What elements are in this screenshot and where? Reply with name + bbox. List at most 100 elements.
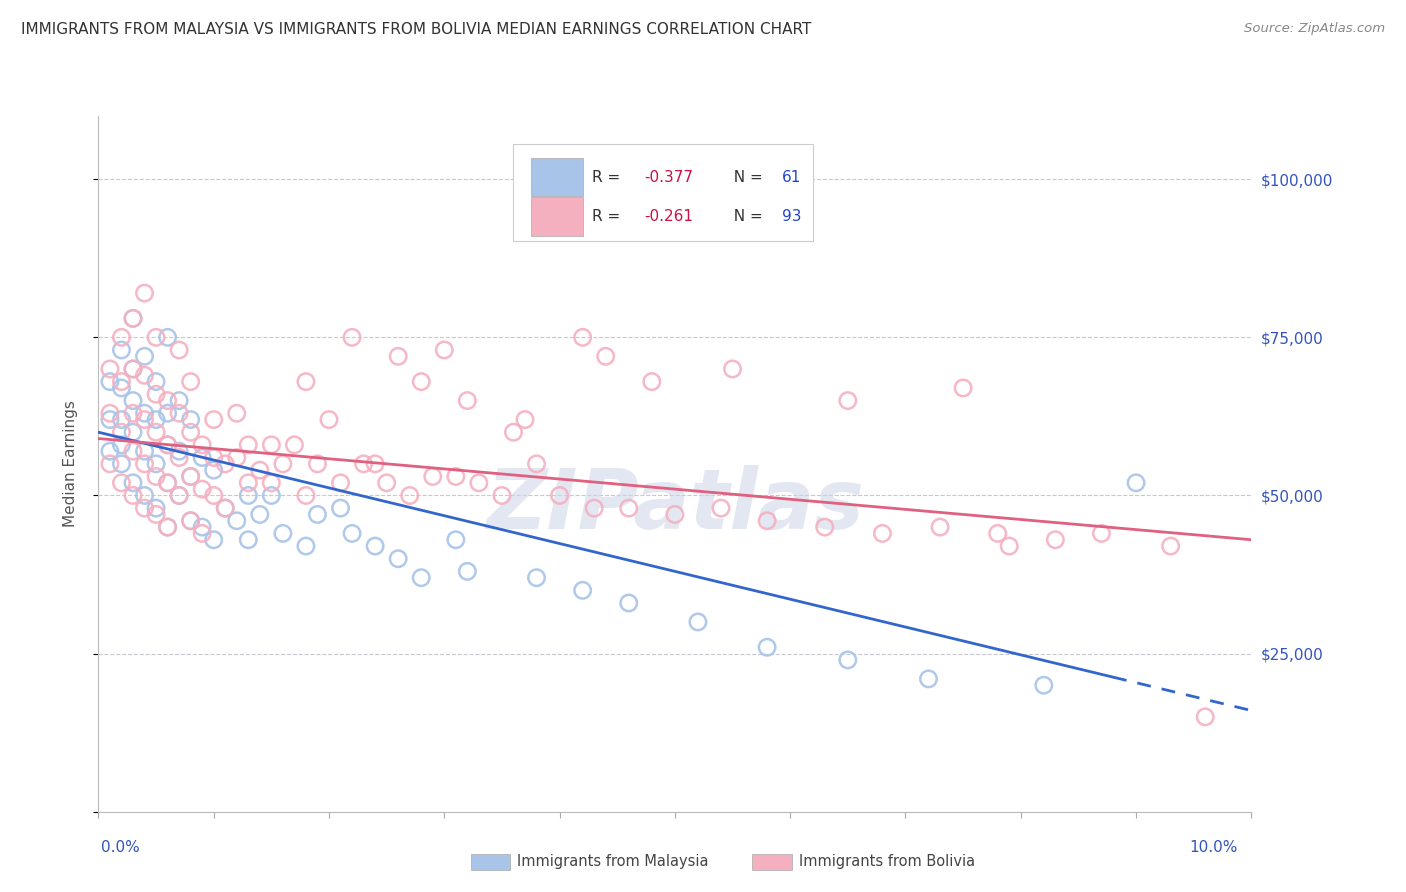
Point: [295, 539, 318, 553]
Point: [513, 412, 536, 426]
Point: [998, 539, 1021, 553]
Point: [134, 501, 156, 516]
Point: [134, 286, 156, 301]
Point: [249, 508, 271, 522]
Point: [814, 520, 837, 534]
Text: Source: ZipAtlas.com: Source: ZipAtlas.com: [1244, 22, 1385, 36]
Text: R =: R =: [592, 210, 626, 225]
Point: [156, 475, 179, 490]
Point: [271, 526, 294, 541]
Point: [167, 450, 190, 465]
Point: [145, 375, 167, 389]
Point: [917, 672, 939, 686]
Point: [110, 343, 132, 357]
Point: [167, 444, 190, 458]
Point: [364, 539, 387, 553]
Point: [641, 375, 664, 389]
Point: [134, 406, 156, 420]
Point: [134, 488, 156, 502]
Point: [271, 457, 294, 471]
Point: [202, 533, 225, 547]
Point: [571, 583, 593, 598]
Point: [340, 526, 363, 541]
Point: [134, 412, 156, 426]
Point: [307, 508, 329, 522]
Point: [134, 349, 156, 363]
Point: [238, 533, 260, 547]
Point: [202, 412, 225, 426]
Point: [422, 469, 444, 483]
Point: [329, 501, 352, 516]
Point: [145, 387, 167, 401]
Point: [191, 526, 214, 541]
Point: [122, 425, 145, 440]
Point: [145, 457, 167, 471]
Point: [433, 343, 456, 357]
FancyBboxPatch shape: [531, 158, 582, 196]
Point: [180, 425, 202, 440]
Point: [526, 457, 548, 471]
Point: [98, 406, 121, 420]
Point: [180, 412, 202, 426]
Point: [122, 362, 145, 376]
Point: [664, 508, 686, 522]
Point: [837, 653, 859, 667]
Point: [122, 406, 145, 420]
Point: [721, 362, 744, 376]
Point: [583, 501, 606, 516]
Point: [214, 501, 236, 516]
Point: [295, 488, 318, 502]
Point: [202, 488, 225, 502]
Point: [987, 526, 1010, 541]
Point: [156, 520, 179, 534]
Point: [167, 488, 190, 502]
Point: [145, 469, 167, 483]
Point: [122, 311, 145, 326]
Point: [387, 551, 409, 566]
Point: [456, 393, 478, 408]
Point: [180, 469, 202, 483]
Text: 10.0%: 10.0%: [1189, 840, 1237, 855]
Point: [364, 457, 387, 471]
Point: [295, 375, 318, 389]
Point: [122, 444, 145, 458]
Text: ZIPatlas: ZIPatlas: [486, 465, 863, 546]
Point: [134, 444, 156, 458]
Point: [202, 463, 225, 477]
Point: [260, 475, 283, 490]
Point: [444, 469, 467, 483]
Point: [329, 475, 352, 490]
Point: [214, 501, 236, 516]
Text: N =: N =: [724, 210, 768, 225]
Point: [1045, 533, 1067, 547]
Point: [225, 406, 247, 420]
Point: [353, 457, 375, 471]
Point: [398, 488, 420, 502]
Point: [180, 514, 202, 528]
Text: 93: 93: [782, 210, 801, 225]
Point: [837, 393, 859, 408]
Point: [156, 438, 179, 452]
Point: [134, 457, 156, 471]
Point: [156, 406, 179, 420]
Point: [1160, 539, 1182, 553]
Point: [110, 425, 132, 440]
Point: [122, 475, 145, 490]
Point: [526, 571, 548, 585]
Point: [156, 475, 179, 490]
Point: [145, 425, 167, 440]
Point: [929, 520, 952, 534]
Point: [456, 565, 478, 579]
Point: [98, 457, 121, 471]
Text: Immigrants from Bolivia: Immigrants from Bolivia: [799, 855, 974, 869]
Point: [468, 475, 491, 490]
Point: [110, 381, 132, 395]
Point: [167, 393, 190, 408]
Point: [411, 571, 433, 585]
Point: [191, 520, 214, 534]
Point: [110, 438, 132, 452]
Point: [156, 438, 179, 452]
Point: [191, 482, 214, 496]
Point: [872, 526, 894, 541]
Point: [1032, 678, 1054, 692]
